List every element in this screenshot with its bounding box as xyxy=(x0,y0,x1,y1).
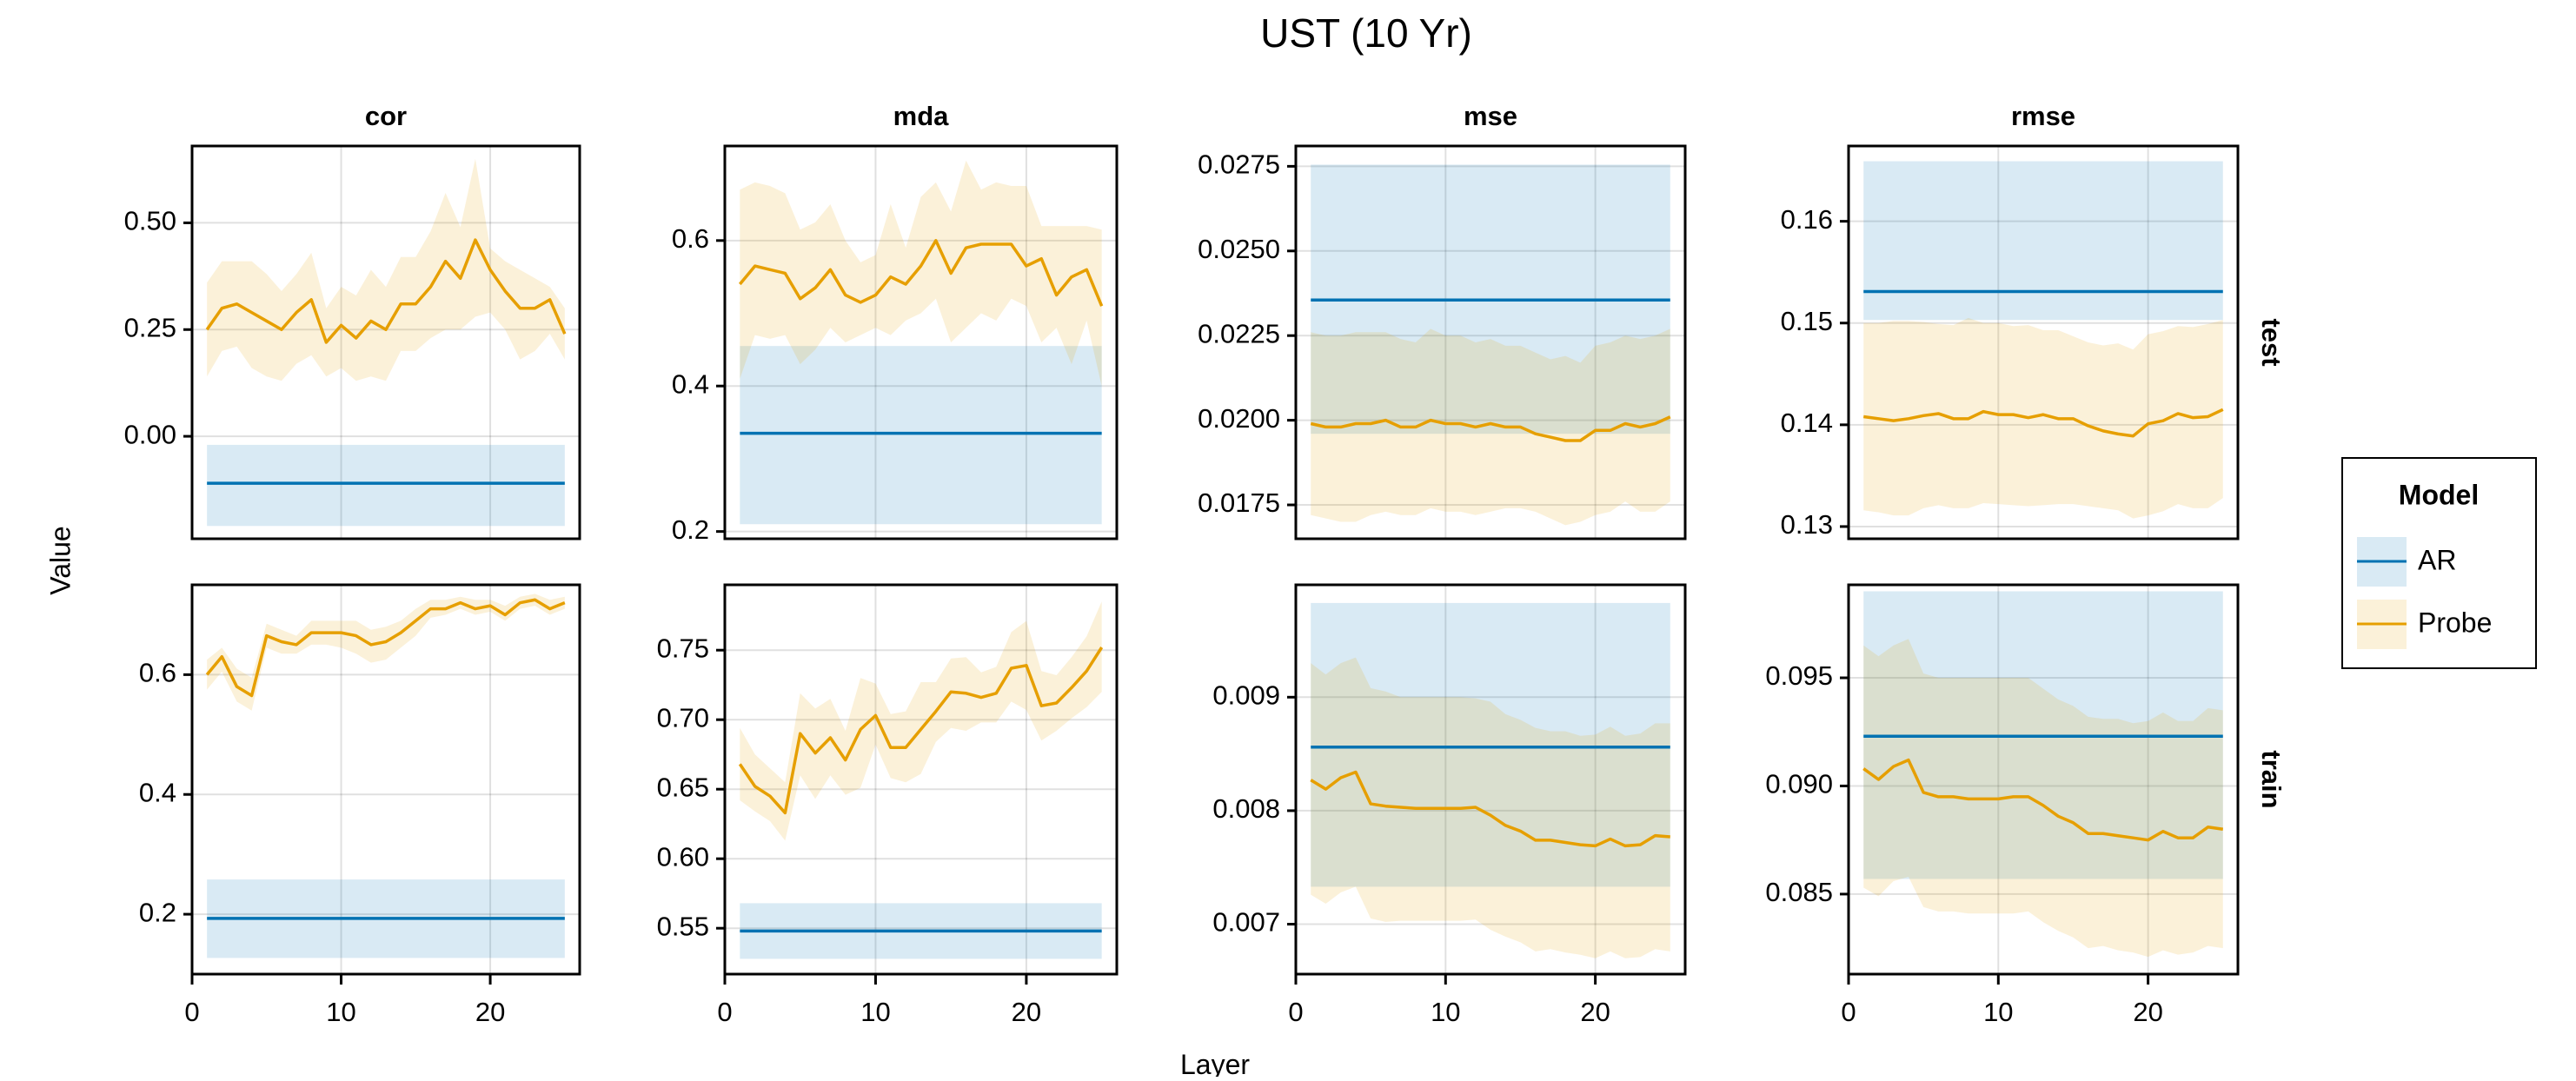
y-tick-label: 0.15 xyxy=(1781,306,1833,336)
ar-band xyxy=(740,346,1101,524)
ar-band xyxy=(207,445,565,526)
y-tick-label: 0.0200 xyxy=(1198,403,1280,434)
panel-mse-test: 0.0175 0.0200 0.0225 0.0250 0.0275 mse xyxy=(1198,101,1685,539)
column-header-mda: mda xyxy=(893,101,950,131)
panel-rmse-train: 0.085 0.090 0.095 train 0 10 20 xyxy=(1765,585,2286,1027)
y-tick-label: 0.090 xyxy=(1765,769,1833,799)
probe-band xyxy=(740,601,1101,840)
panel-rmse-test: 0.13 0.14 0.15 0.16 rmse test xyxy=(1781,101,2287,540)
y-tick-label: 0.14 xyxy=(1781,408,1833,438)
panel-mda-train: 0.55 0.60 0.65 0.70 0.75 0 10 20 xyxy=(657,585,1117,1027)
probe-band xyxy=(207,159,565,381)
x-tick-label: 10 xyxy=(1431,997,1460,1027)
x-tick-label: 20 xyxy=(1580,997,1610,1027)
legend-title: Model xyxy=(2399,479,2479,510)
y-tick-label: 0.007 xyxy=(1212,907,1280,938)
panel-mda-test: 0.2 0.4 0.6 mda xyxy=(672,101,1117,545)
y-tick-label: 0.0250 xyxy=(1198,234,1280,264)
y-tick-label: 0.0175 xyxy=(1198,487,1280,518)
y-tick-label: 0.6 xyxy=(672,223,709,254)
x-tick-label: 10 xyxy=(1983,997,2013,1027)
column-header-mse: mse xyxy=(1464,101,1517,131)
y-tick-label: 0.13 xyxy=(1781,509,1833,540)
y-tick-label: 0.4 xyxy=(672,368,709,399)
row-label-test: test xyxy=(2256,318,2287,366)
legend-label-probe: Probe xyxy=(2418,607,2492,638)
x-tick-label: 0 xyxy=(184,997,199,1027)
y-tick-label: 0.60 xyxy=(657,841,709,872)
x-tick-label: 20 xyxy=(1012,997,1041,1027)
y-tick-label: 0.0225 xyxy=(1198,318,1280,348)
y-tick-label: 0.2 xyxy=(672,514,709,545)
legend: Model AR Probe xyxy=(2342,458,2536,668)
chart-title: UST (10 Yr) xyxy=(1260,10,1472,56)
y-tick-label: 0.25 xyxy=(124,312,176,342)
y-tick-label: 0.008 xyxy=(1212,793,1280,824)
x-tick-label: 0 xyxy=(1841,997,1856,1027)
ar-band xyxy=(1863,162,2223,321)
y-tick-label: 0.085 xyxy=(1765,877,1833,907)
y-tick-label: 0.095 xyxy=(1765,660,1833,691)
y-tick-label: 0.16 xyxy=(1781,204,1833,235)
x-axis-label: Layer xyxy=(1180,1049,1250,1077)
y-tick-label: 0.0275 xyxy=(1198,149,1280,180)
y-tick-label: 0.70 xyxy=(657,702,709,733)
legend-label-ar: AR xyxy=(2418,544,2456,575)
y-tick-label: 0.75 xyxy=(657,633,709,663)
panel-cor-train: 0.2 0.4 0.6 0 10 20 xyxy=(139,585,580,1027)
y-tick-label: 0.2 xyxy=(139,897,176,927)
x-tick-label: 20 xyxy=(475,997,505,1027)
x-tick-label: 10 xyxy=(326,997,355,1027)
x-tick-label: 0 xyxy=(1288,997,1303,1027)
panel-mse-train: 0.007 0.008 0.009 0 10 20 xyxy=(1212,585,1685,1027)
x-tick-label: 10 xyxy=(860,997,890,1027)
y-tick-label: 0.65 xyxy=(657,772,709,802)
panel-cor-test: 0.00 0.25 0.50 cor xyxy=(124,101,580,539)
y-tick-label: 0.50 xyxy=(124,206,176,236)
y-tick-label: 0.00 xyxy=(124,419,176,449)
x-tick-label: 0 xyxy=(717,997,732,1027)
y-tick-label: 0.009 xyxy=(1212,680,1280,710)
y-tick-label: 0.6 xyxy=(139,658,176,688)
y-tick-label: 0.55 xyxy=(657,911,709,941)
y-axis-label: Value xyxy=(44,526,76,594)
row-label-train: train xyxy=(2256,750,2287,808)
y-tick-label: 0.4 xyxy=(139,777,176,807)
column-header-cor: cor xyxy=(365,101,407,131)
x-tick-label: 20 xyxy=(2133,997,2162,1027)
column-header-rmse: rmse xyxy=(2011,101,2075,131)
